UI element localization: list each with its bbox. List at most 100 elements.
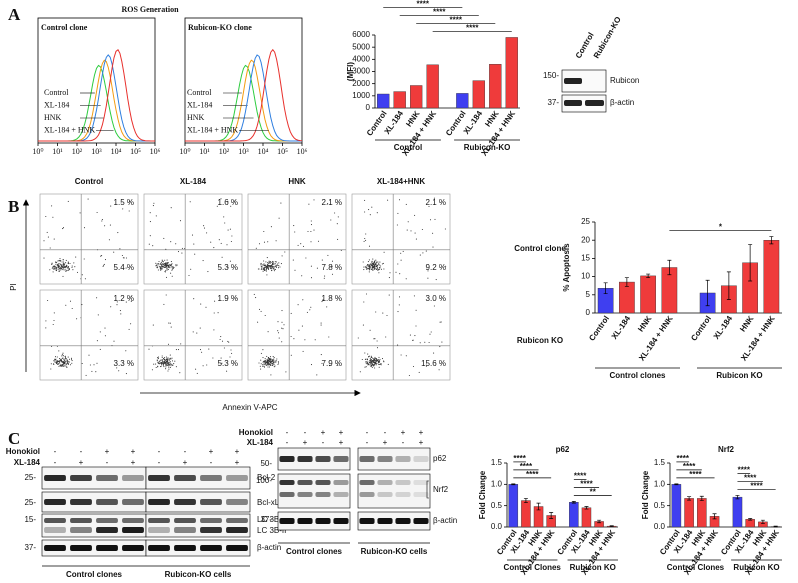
dot (163, 361, 165, 363)
dot (45, 327, 47, 329)
dot (317, 240, 320, 242)
dot (159, 266, 161, 268)
dot (55, 266, 57, 268)
dot (223, 347, 225, 349)
significance-label: **** (738, 466, 751, 475)
dot (271, 364, 273, 367)
x-tick-label: 10⁶ (297, 147, 308, 156)
dot (125, 350, 127, 352)
dot (260, 368, 262, 370)
dot (70, 358, 73, 360)
band-label: Nrf2 (433, 485, 449, 494)
error-bar (699, 495, 704, 501)
dot (263, 230, 265, 233)
dot (166, 359, 169, 361)
treatment-sign: - (158, 447, 161, 456)
error-bar (674, 483, 679, 486)
dot (161, 364, 163, 366)
dot (160, 266, 162, 268)
error-bar (603, 282, 608, 295)
dot (368, 271, 370, 273)
dot (412, 365, 415, 368)
quadrant-percent: 5.3 % (218, 263, 238, 272)
dot (226, 370, 228, 372)
dot (294, 269, 296, 271)
dot (378, 366, 380, 368)
dot (371, 261, 373, 263)
dot (265, 261, 267, 263)
bar (697, 498, 707, 528)
dot (64, 358, 66, 360)
dot (56, 362, 58, 364)
dot (89, 364, 91, 366)
dot (61, 266, 63, 268)
y-tick-label: 15 (581, 254, 590, 263)
dot (408, 374, 410, 377)
blot-band (148, 545, 170, 551)
blot-band (395, 492, 411, 497)
chart-title: Nrf2 (718, 445, 735, 454)
dot (49, 247, 51, 249)
dot (263, 241, 266, 243)
group-label: Control clones (66, 570, 123, 579)
dot (152, 324, 154, 326)
dot-plot-frame (39, 193, 139, 285)
dot (373, 358, 376, 360)
dot (104, 225, 106, 227)
dot (66, 361, 69, 363)
x-tick-label: Control (689, 314, 713, 342)
dot (156, 265, 158, 267)
dot (314, 339, 316, 341)
blot-frame (561, 69, 607, 93)
x-tick-label: Control (587, 314, 611, 342)
dot (206, 232, 208, 234)
dot (165, 362, 167, 364)
dot (199, 349, 202, 351)
dot (148, 243, 150, 245)
dot (270, 358, 272, 360)
dot (81, 362, 83, 365)
dot (116, 301, 118, 303)
dot (433, 197, 435, 199)
band-label: Rubicon (610, 76, 639, 85)
dot (177, 251, 180, 253)
x-tick-label: XL-184 (712, 314, 735, 341)
treatment-sign: + (419, 438, 424, 447)
quadrant-percent: 7.8 % (322, 263, 342, 272)
dot (62, 265, 65, 267)
dot (272, 359, 274, 361)
significance-label: **** (513, 454, 526, 463)
blot-frame (145, 491, 251, 513)
dot (84, 278, 86, 280)
blot-band (70, 545, 92, 551)
blot-band (315, 480, 331, 485)
dot (377, 361, 379, 364)
dot (274, 365, 276, 367)
dot (414, 335, 416, 337)
dot (162, 261, 164, 263)
dot (206, 364, 208, 366)
dot (181, 247, 183, 249)
dot (83, 227, 86, 229)
dot (375, 364, 377, 366)
dot (415, 309, 417, 311)
dot (71, 265, 73, 267)
x-tick-label: XL-184 (610, 314, 633, 341)
dot (371, 206, 373, 208)
dot (321, 362, 323, 364)
blot-frame (277, 447, 351, 471)
dot (67, 266, 69, 269)
dot (278, 262, 280, 264)
dot (101, 220, 103, 222)
dot (337, 364, 339, 366)
dot (63, 362, 65, 364)
error-bar (523, 498, 528, 504)
dot (374, 363, 376, 365)
dot (63, 267, 65, 269)
dot (61, 354, 63, 356)
significance-label: **** (689, 470, 702, 479)
dot (65, 359, 67, 361)
dot (130, 300, 132, 302)
dot (152, 245, 154, 247)
blot-band (315, 518, 331, 524)
